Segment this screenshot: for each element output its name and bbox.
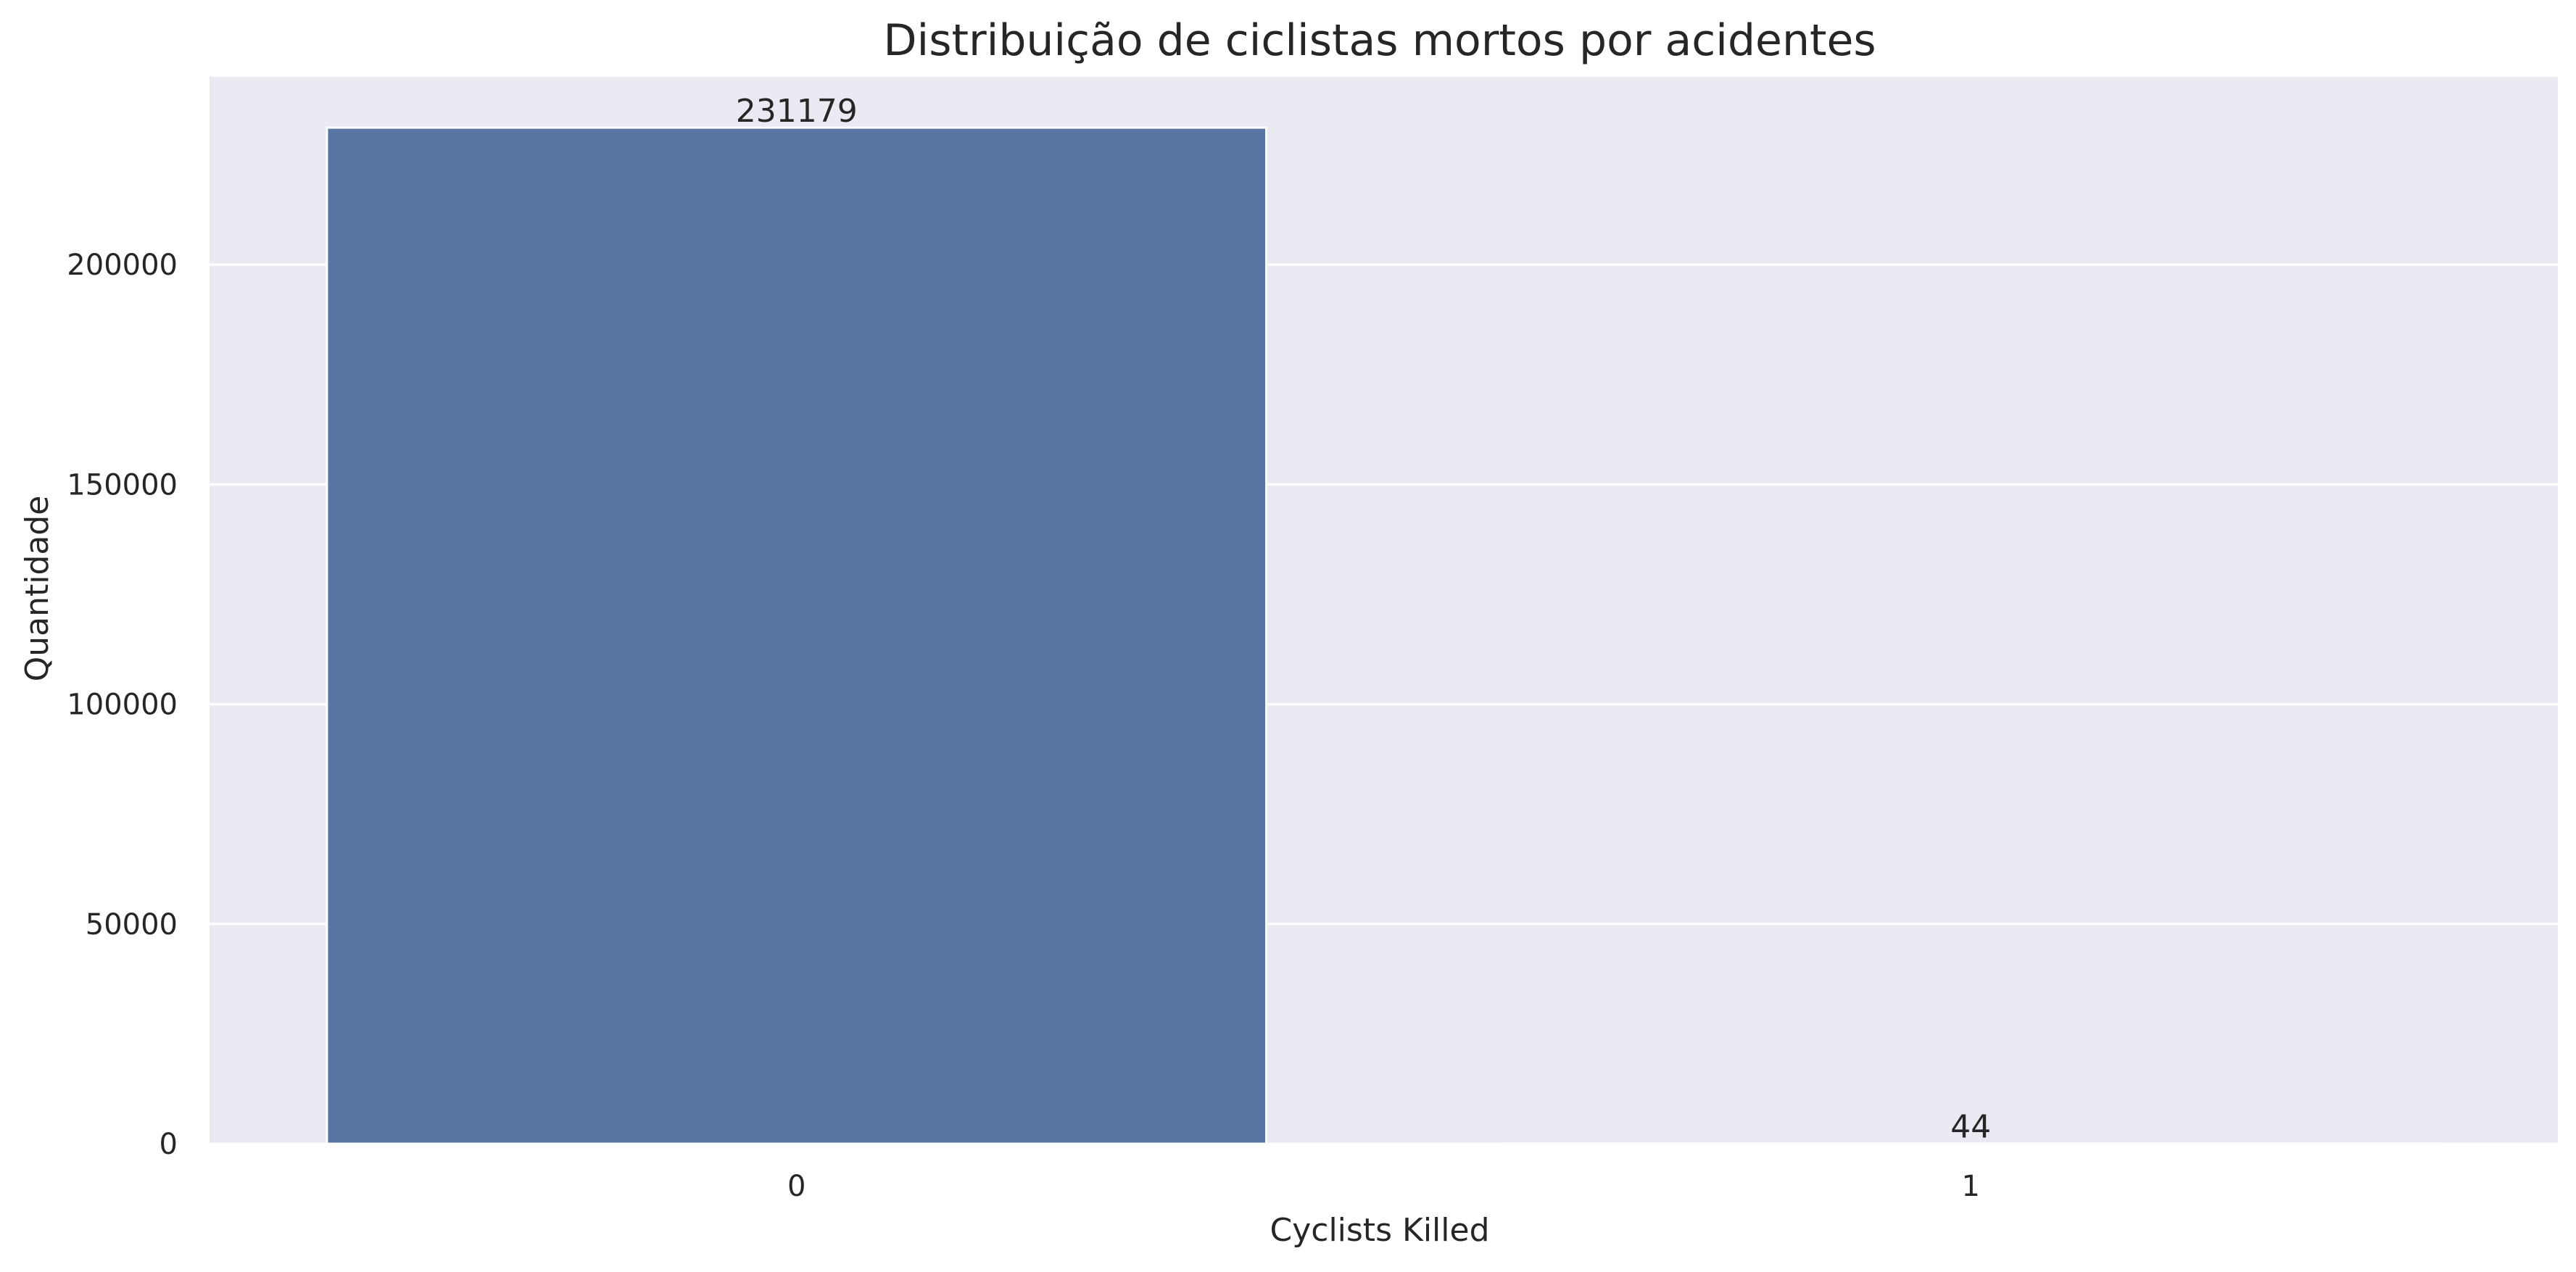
y-tick-label: 0: [160, 1128, 178, 1161]
y-axis-ticks: 0 50000 100000 150000 200000: [67, 249, 178, 1161]
y-tick-label: 100000: [67, 689, 178, 722]
y-tick-label: 200000: [67, 249, 178, 282]
x-tick-label: 0: [787, 1170, 805, 1203]
y-axis-label: Quantidade: [19, 496, 56, 682]
chart-title: Distribuição de ciclistas mortos por aci…: [883, 15, 1876, 66]
bar-value-label: 231179: [736, 93, 858, 130]
y-tick-label: 50000: [86, 908, 178, 941]
y-tick-label: 150000: [67, 468, 178, 502]
bar: [326, 126, 1268, 1145]
bar-value-label: 44: [1950, 1109, 1991, 1146]
data-labels: 231179 44: [736, 93, 1991, 1146]
bars: [326, 126, 2442, 1145]
x-tick-label: 1: [1962, 1170, 1980, 1203]
x-axis-label: Cyclists Killed: [1270, 1212, 1489, 1249]
